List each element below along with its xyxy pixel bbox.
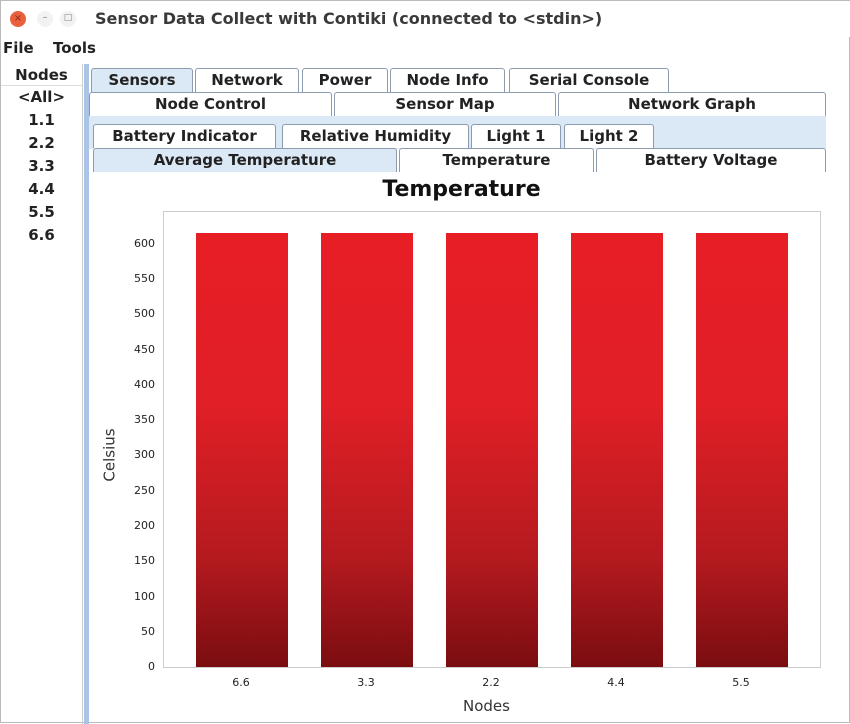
y-tick: 150: [134, 554, 155, 567]
node-item[interactable]: 4.4: [28, 180, 55, 198]
node-item[interactable]: 5.5: [28, 203, 55, 221]
x-tick: 6.6: [232, 676, 250, 689]
tab-average-temperature[interactable]: Average Temperature: [93, 148, 397, 172]
title-bar: × – □ Sensor Data Collect with Contiki (…: [1, 1, 850, 37]
bar-3.3: [321, 233, 413, 667]
node-item[interactable]: 2.2: [28, 134, 55, 152]
bar-2.2: [446, 233, 538, 667]
bar-5.5: [696, 233, 788, 667]
tab-network-graph[interactable]: Network Graph: [558, 92, 826, 116]
y-tick: 450: [134, 343, 155, 356]
y-tick: 100: [134, 590, 155, 603]
x-tick: 3.3: [357, 676, 375, 689]
x-tick: 5.5: [732, 676, 750, 689]
tab-network[interactable]: Network: [195, 68, 299, 92]
x-tick: 4.4: [607, 676, 625, 689]
bar-4.4: [571, 233, 663, 667]
node-item[interactable]: 6.6: [28, 226, 55, 244]
x-tick: 2.2: [482, 676, 500, 689]
node-item[interactable]: 3.3: [28, 157, 55, 175]
y-tick: 50: [141, 625, 155, 638]
tab-node-info[interactable]: Node Info: [390, 68, 505, 92]
menu-tools[interactable]: Tools: [53, 39, 96, 57]
minimize-icon[interactable]: –: [37, 11, 53, 27]
y-tick: 350: [134, 413, 155, 426]
y-tick: 550: [134, 272, 155, 285]
tab-light-2[interactable]: Light 2: [564, 124, 654, 148]
y-tick: 250: [134, 484, 155, 497]
window-title: Sensor Data Collect with Contiki (connec…: [95, 9, 603, 28]
nodes-header: Nodes: [1, 64, 82, 86]
close-icon[interactable]: ×: [10, 11, 26, 27]
tab-serial-console[interactable]: Serial Console: [509, 68, 669, 92]
y-tick: 200: [134, 519, 155, 532]
tab-temperature[interactable]: Temperature: [399, 148, 594, 172]
x-axis-label: Nodes: [463, 697, 510, 715]
y-tick: 500: [134, 307, 155, 320]
y-axis-label: Celsius: [100, 428, 119, 482]
tab-relative-humidity[interactable]: Relative Humidity: [282, 124, 469, 148]
tab-power[interactable]: Power: [302, 68, 388, 92]
bar-6.6: [196, 233, 288, 667]
tab-light-1[interactable]: Light 1: [471, 124, 561, 148]
node-item-all[interactable]: <All>: [17, 88, 66, 106]
tab-sensors[interactable]: Sensors: [91, 68, 193, 92]
splitter[interactable]: [84, 64, 89, 724]
tab-node-control[interactable]: Node Control: [89, 92, 332, 116]
plot-area: [163, 211, 821, 668]
y-tick: 400: [134, 378, 155, 391]
node-item[interactable]: 1.1: [28, 111, 55, 129]
tab-battery-indicator[interactable]: Battery Indicator: [93, 124, 276, 148]
menu-file[interactable]: File: [3, 39, 34, 57]
maximize-icon[interactable]: □: [60, 11, 76, 27]
chart-title: Temperature: [382, 177, 541, 202]
tab-sensor-map[interactable]: Sensor Map: [334, 92, 556, 116]
y-tick: 300: [134, 448, 155, 461]
nodes-list: Nodes <All> 1.1 2.2 3.3 4.4 5.5 6.6: [1, 64, 83, 724]
y-tick: 0: [148, 660, 155, 673]
y-tick: 600: [134, 237, 155, 250]
tab-battery-voltage[interactable]: Battery Voltage: [596, 148, 826, 172]
